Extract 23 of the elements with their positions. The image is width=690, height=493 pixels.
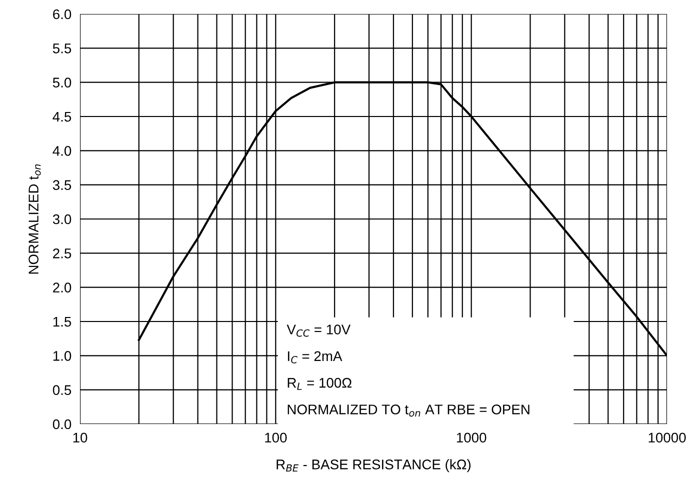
x-tick-label: 10000 <box>648 432 686 443</box>
annotation: NORMALIZED TO t$_{on}$ AT RBE = OPEN <box>288 404 530 417</box>
y-tick-label: 4.5 <box>52 112 72 122</box>
y-tick-label: 1.5 <box>53 316 72 327</box>
x-tick-label: 100 <box>265 432 287 443</box>
y-tick-label: 3.0 <box>52 214 72 224</box>
y-tick-label: 0.5 <box>52 385 72 396</box>
y-tick-label: 5.0 <box>52 78 72 88</box>
x-tick-label: 1000 <box>456 432 486 443</box>
y-tick-label: 4.0 <box>52 146 72 156</box>
y-tick-label: 6.0 <box>53 9 72 20</box>
annotation: R$_{L}$ = 100Ω <box>288 378 352 390</box>
y-tick-label: 2.5 <box>53 248 72 258</box>
x-axis-title: R$_{BE}$ - BASE RESISTANCE (kΩ) <box>276 459 471 472</box>
x-tick-label: 10 <box>73 432 88 443</box>
y-tick-label: 2.0 <box>53 282 72 293</box>
y-tick-label: 0.0 <box>52 419 72 430</box>
annotation: V$_{CC}$ = 10V <box>286 324 351 337</box>
y-axis-title: NORMALIZED t$_{on}$ <box>28 164 41 274</box>
y-tick-label: 1.0 <box>53 351 72 361</box>
annotation: I$_{C}$ = 2mA <box>288 351 342 364</box>
y-tick-label: 5.5 <box>52 44 72 54</box>
y-tick-label: 3.5 <box>52 180 72 190</box>
